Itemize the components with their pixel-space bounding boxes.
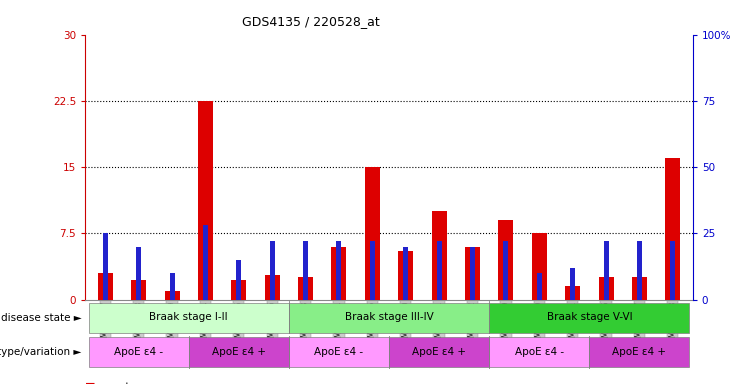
Bar — [436, 241, 442, 300]
Bar — [403, 247, 408, 300]
Text: GDS4135 / 220528_at: GDS4135 / 220528_at — [242, 15, 380, 28]
Bar — [136, 247, 141, 300]
Bar — [632, 277, 647, 300]
Bar — [131, 280, 146, 300]
Bar — [603, 241, 608, 300]
Text: genotype/variation ►: genotype/variation ► — [0, 347, 82, 358]
Bar — [298, 277, 313, 300]
Bar — [289, 337, 389, 367]
Bar — [398, 251, 413, 300]
Bar — [303, 241, 308, 300]
Bar — [589, 337, 689, 367]
Text: Braak stage I-II: Braak stage I-II — [150, 312, 228, 322]
Bar — [536, 273, 542, 300]
Bar — [465, 247, 480, 300]
Bar — [671, 241, 675, 300]
Bar — [170, 273, 175, 300]
Bar — [198, 101, 213, 300]
Bar — [336, 241, 342, 300]
Bar — [570, 268, 575, 300]
Bar — [389, 337, 489, 367]
Text: ApoE ε4 +: ApoE ε4 + — [612, 347, 666, 357]
Bar — [637, 241, 642, 300]
Text: Braak stage V-VI: Braak stage V-VI — [547, 312, 632, 322]
Bar — [165, 291, 179, 300]
Bar — [270, 241, 275, 300]
Bar — [203, 225, 208, 300]
Bar — [499, 220, 514, 300]
Text: ApoE ε4 +: ApoE ε4 + — [212, 347, 266, 357]
Text: ApoE ε4 -: ApoE ε4 - — [314, 347, 364, 357]
Bar — [231, 280, 246, 300]
Bar — [599, 277, 614, 300]
Text: count: count — [100, 382, 130, 384]
Text: ■: ■ — [85, 382, 96, 384]
Bar — [470, 247, 475, 300]
Bar — [265, 275, 279, 300]
Bar — [532, 233, 547, 300]
Text: disease state ►: disease state ► — [1, 313, 82, 323]
Bar — [103, 233, 107, 300]
Bar — [289, 303, 489, 333]
Bar — [489, 303, 689, 333]
Bar — [503, 241, 508, 300]
Bar — [236, 260, 242, 300]
Text: ApoE ε4 -: ApoE ε4 - — [114, 347, 163, 357]
Bar — [89, 303, 289, 333]
Bar — [370, 241, 375, 300]
Bar — [665, 158, 680, 300]
Bar — [89, 337, 189, 367]
Bar — [189, 337, 289, 367]
Text: ApoE ε4 -: ApoE ε4 - — [515, 347, 564, 357]
Text: ApoE ε4 +: ApoE ε4 + — [412, 347, 466, 357]
Bar — [565, 286, 580, 300]
Bar — [331, 247, 347, 300]
Text: Braak stage III-IV: Braak stage III-IV — [345, 312, 433, 322]
Bar — [365, 167, 380, 300]
Bar — [489, 337, 589, 367]
Bar — [431, 211, 447, 300]
Bar — [98, 273, 113, 300]
